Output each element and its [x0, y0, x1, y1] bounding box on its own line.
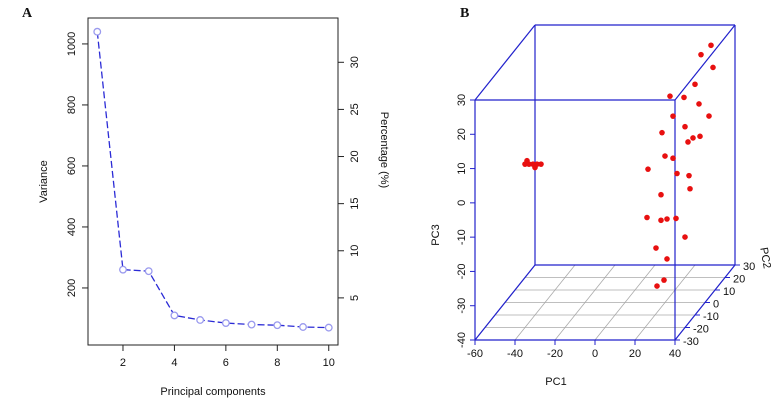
point — [692, 81, 698, 88]
y2-tick-label: 30 — [349, 56, 361, 68]
x-tick-label: 0 — [592, 348, 598, 360]
point — [682, 234, 688, 240]
y-tick-label: -10 — [703, 311, 719, 323]
point — [690, 135, 696, 141]
y-tick-label: 1000 — [66, 32, 78, 56]
y-tick-label: 600 — [66, 157, 78, 175]
x-tick-label: -40 — [507, 348, 523, 360]
y-tick-label: -20 — [693, 323, 709, 335]
point — [708, 42, 714, 49]
point — [664, 256, 670, 262]
point — [673, 215, 679, 222]
y-tick-label: 30 — [743, 261, 755, 273]
z-tick-label: -20 — [456, 263, 468, 279]
x-axis-label: PC1 — [545, 376, 566, 388]
y-tick-label: 400 — [66, 218, 78, 236]
point — [170, 311, 179, 320]
point — [196, 316, 205, 324]
point — [532, 164, 538, 171]
point — [698, 51, 704, 58]
plot-frame — [87, 17, 339, 346]
y-axis-label: Variance — [38, 160, 50, 203]
y-tick-label: 200 — [66, 279, 78, 297]
x-tick-label: 2 — [120, 357, 126, 369]
x-axis-label: Principal components — [160, 386, 266, 398]
z-tick-label: -40 — [456, 332, 468, 348]
point — [696, 101, 702, 107]
point — [658, 217, 664, 224]
point — [144, 267, 153, 276]
point — [670, 113, 676, 119]
point — [661, 277, 667, 283]
point — [221, 319, 230, 327]
y2-tick-label: 25 — [349, 103, 361, 115]
x-tick-label: 6 — [223, 357, 229, 369]
z-tick-label: 10 — [456, 162, 468, 174]
point — [93, 27, 102, 36]
y2-tick-label: 10 — [349, 245, 361, 257]
y2-axis-label: Percentage (%) — [378, 112, 390, 188]
point — [659, 129, 665, 136]
z-tick-label: 0 — [456, 200, 468, 206]
y2-tick-label: 5 — [349, 295, 361, 301]
point — [324, 323, 333, 332]
box-edge — [474, 24, 536, 101]
point — [658, 191, 664, 198]
z-tick-label: -10 — [456, 229, 468, 245]
point — [667, 93, 673, 99]
point — [686, 172, 692, 179]
point — [681, 94, 687, 101]
point — [644, 214, 650, 221]
point — [524, 157, 530, 164]
point — [670, 155, 676, 162]
x-tick-label: 40 — [669, 348, 681, 360]
point — [299, 323, 307, 331]
z-tick-label: -30 — [456, 298, 468, 314]
point — [674, 170, 680, 177]
point — [687, 185, 693, 192]
point — [654, 283, 660, 289]
point — [653, 245, 659, 251]
x-tick-label: 10 — [323, 357, 335, 369]
y-tick-label: 0 — [713, 298, 719, 310]
point — [710, 64, 716, 71]
y-tick-label: 20 — [733, 273, 745, 285]
point — [697, 133, 703, 140]
box-edge — [674, 264, 736, 341]
y-tick-label: -30 — [683, 336, 699, 348]
point — [664, 216, 670, 222]
point — [706, 113, 712, 119]
z-axis-label: PC3 — [430, 224, 442, 245]
x-tick-label: 8 — [274, 357, 280, 369]
point — [682, 123, 688, 130]
z-tick-label: 20 — [456, 128, 468, 140]
point — [273, 321, 282, 330]
y2-tick-label: 20 — [349, 150, 361, 162]
point — [645, 166, 651, 172]
point — [538, 161, 544, 167]
point — [247, 320, 256, 329]
x-tick-label: -20 — [547, 348, 563, 360]
panel-label: A — [22, 6, 33, 21]
y-axis-label: PC2 — [757, 246, 773, 269]
series-line — [96, 31, 329, 329]
x-tick-label: -60 — [467, 348, 483, 360]
box-edge — [674, 24, 736, 101]
panel-label: B — [460, 6, 469, 21]
box-edge — [474, 264, 536, 341]
y2-tick-label: 15 — [349, 198, 361, 210]
y-tick-label: 10 — [723, 286, 735, 298]
x-tick-label: 20 — [629, 348, 641, 360]
y-tick-label: 800 — [66, 96, 78, 114]
z-tick-label: 30 — [456, 94, 468, 106]
point — [119, 265, 127, 274]
point — [662, 153, 668, 159]
x-tick-label: 4 — [171, 357, 177, 369]
point — [685, 139, 691, 145]
